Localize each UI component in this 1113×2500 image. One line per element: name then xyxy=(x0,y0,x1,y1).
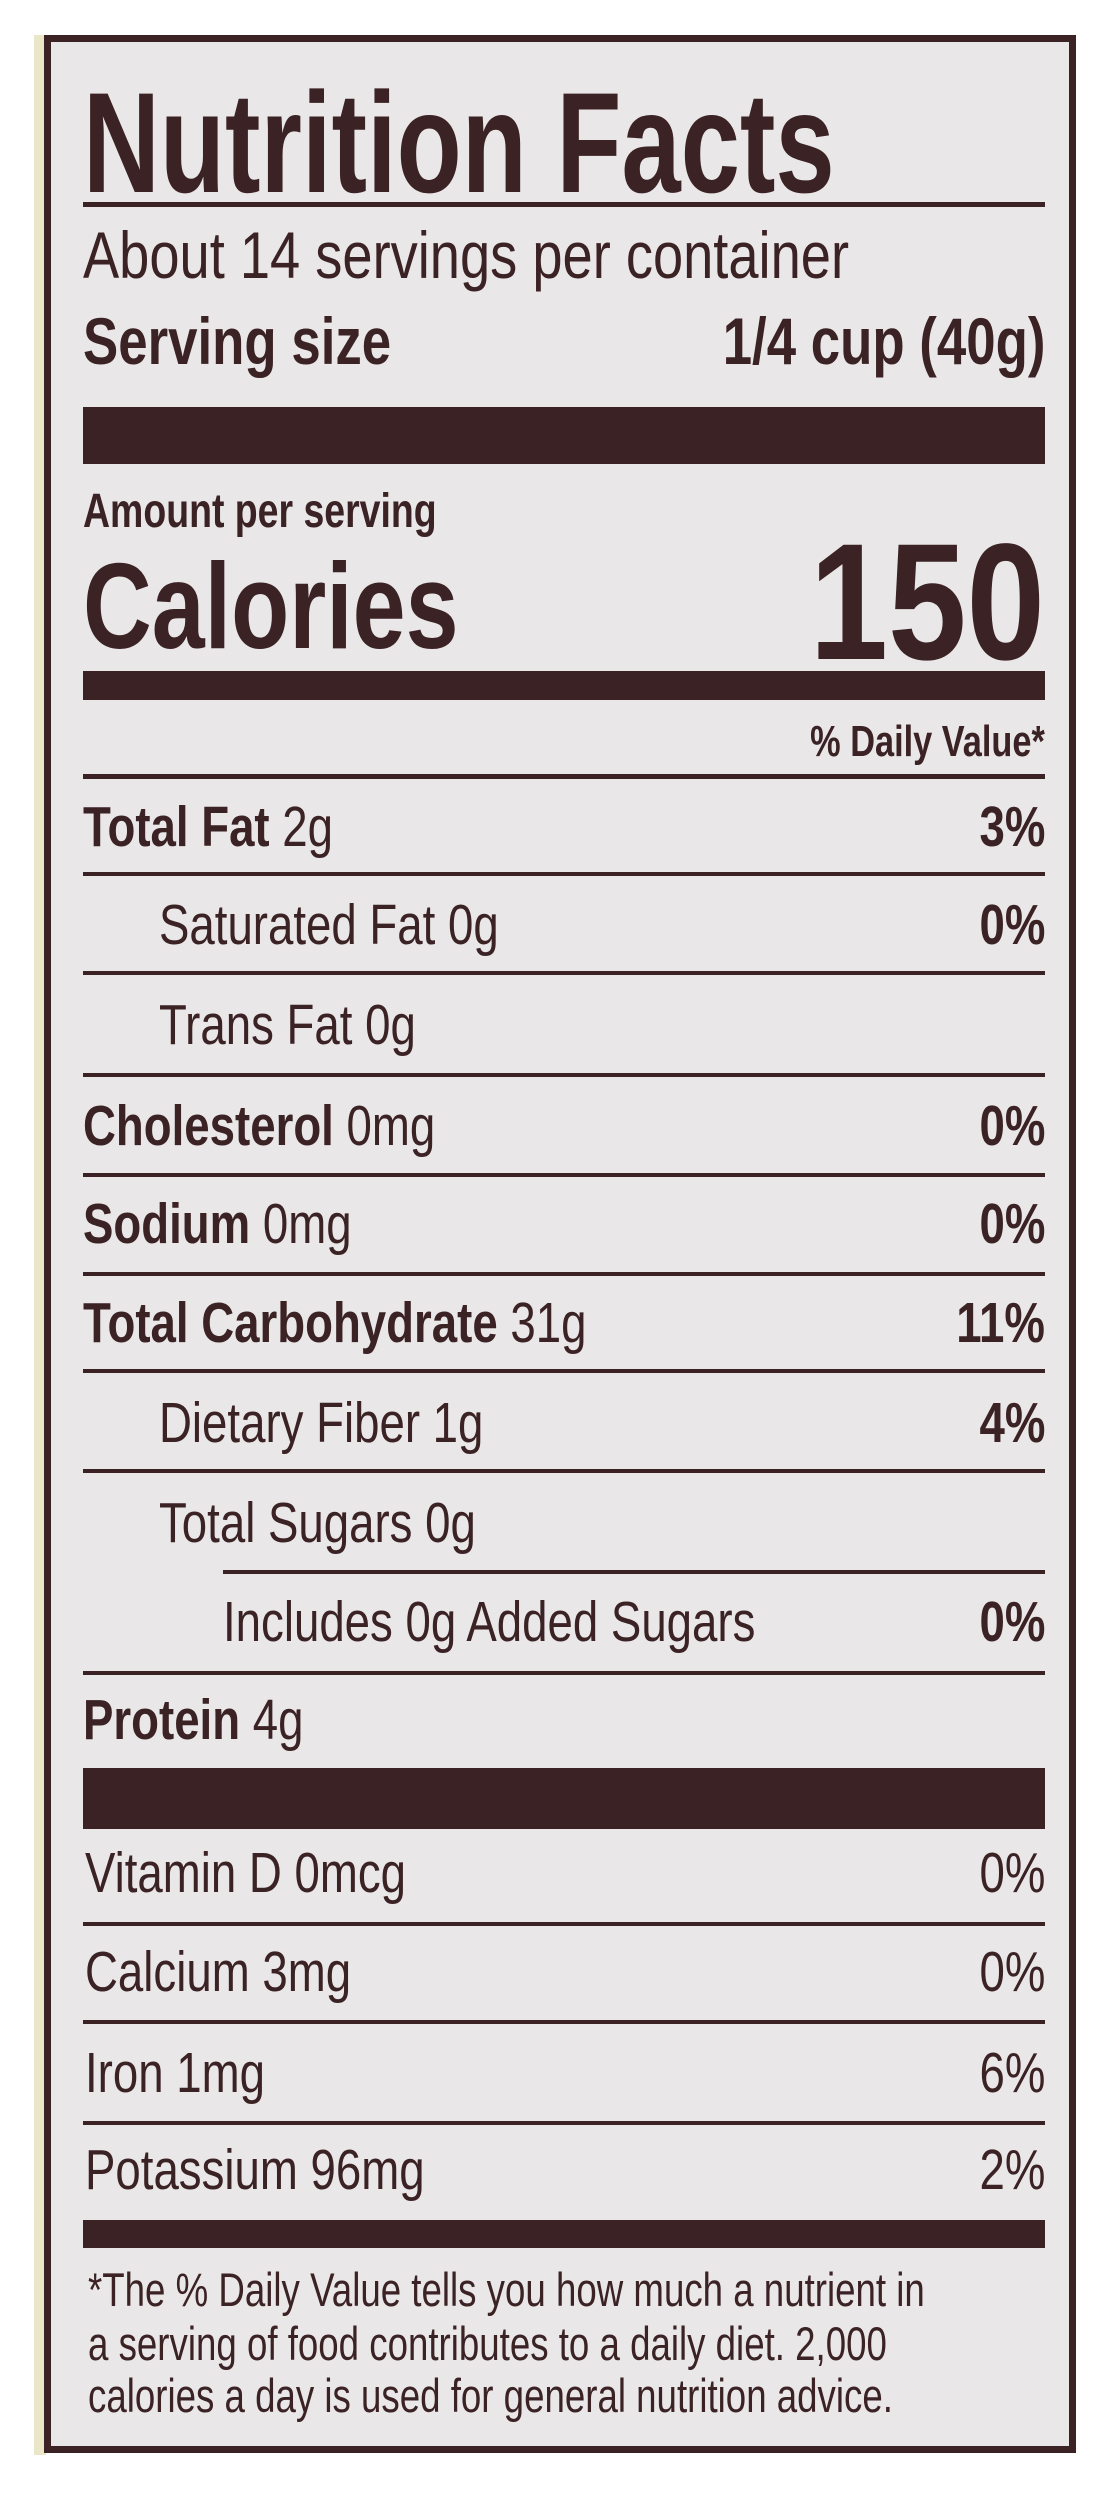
nutrient-row: Sodium 0mg 0% xyxy=(83,1194,1045,1254)
row-divider xyxy=(83,971,1045,975)
nutrient-amount: 0mg xyxy=(262,1192,352,1256)
serving-size-label: Serving size xyxy=(83,304,392,378)
vitamin-daily-value: 6% xyxy=(979,2041,1045,2105)
nutrient-label: Includes 0g Added Sugars xyxy=(223,1594,755,1651)
nutrient-amount: 31g xyxy=(510,1291,587,1355)
nutrient-amount: 0mg xyxy=(346,1094,436,1158)
nutrient-name: Cholesterol xyxy=(83,1094,334,1158)
amount-per-serving: Amount per serving xyxy=(83,485,437,538)
serving-size-value: 1/4 cup (40g) xyxy=(722,304,1045,378)
nutrient-name: Saturated Fat xyxy=(159,893,436,957)
vitamin-row: Iron 1mg 6% xyxy=(83,2043,1045,2103)
panel-title: Nutrition Facts xyxy=(83,64,835,223)
nutrient-daily-value: 0% xyxy=(979,1590,1045,1654)
nutrient-amount: 2g xyxy=(282,795,334,859)
vitamin-name: Potassium 96mg xyxy=(85,2138,425,2202)
nutrient-daily-value: 11% xyxy=(956,1291,1045,1355)
nutrient-amount: 0g xyxy=(425,1491,476,1555)
row-divider xyxy=(83,1369,1045,1373)
row-divider xyxy=(83,1073,1045,1077)
nutrient-daily-value: 0% xyxy=(979,1094,1045,1158)
nutrient-row: Cholesterol 0mg 0% xyxy=(83,1096,1045,1156)
vitamin-daily-value: 0% xyxy=(979,1841,1045,1905)
footnote-line: a serving of food contributes to a daily… xyxy=(88,2317,887,2370)
nutrient-row: Total Carbohydrate 31g 11% xyxy=(83,1293,1045,1353)
row-divider xyxy=(83,1922,1045,1926)
footnote-line: *The % Daily Value tells you how much a … xyxy=(88,2263,925,2316)
nutrient-daily-value: 4% xyxy=(979,1391,1045,1455)
nutrient-row: Includes 0g Added Sugars 0% xyxy=(83,1592,1045,1652)
nutrient-name: Sodium xyxy=(83,1192,251,1256)
nutrient-label: Protein 4g xyxy=(83,1692,303,1749)
nutrient-name: Total Carbohydrate xyxy=(83,1291,498,1355)
vitamin-row: Potassium 96mg 2% xyxy=(83,2140,1045,2200)
nutrient-amount: 0g xyxy=(365,993,416,1057)
nutrient-label: Sodium 0mg xyxy=(83,1196,352,1253)
divider xyxy=(83,202,1045,207)
nutrient-label: Saturated Fat 0g xyxy=(159,897,499,954)
nutrient-row: Total Fat 2g 3% xyxy=(83,797,1045,857)
nutrient-label: Total Sugars 0g xyxy=(159,1495,476,1552)
nutrient-label: Trans Fat 0g xyxy=(159,997,416,1054)
nutrient-name: Protein xyxy=(83,1688,241,1752)
nutrient-row: Total Sugars 0g xyxy=(83,1493,1045,1553)
divider xyxy=(83,774,1045,779)
row-divider xyxy=(223,1570,1045,1574)
nutrient-label: Total Fat 2g xyxy=(83,799,333,856)
nutrient-name: Includes 0g Added Sugars xyxy=(223,1590,756,1654)
row-divider xyxy=(83,2020,1045,2024)
thick-divider xyxy=(83,407,1045,464)
nutrient-amount: 1g xyxy=(432,1391,484,1455)
nutrient-label: Total Carbohydrate 31g xyxy=(83,1295,586,1352)
nutrient-name: Dietary Fiber xyxy=(159,1391,420,1455)
row-divider xyxy=(83,1469,1045,1473)
medium-divider xyxy=(83,671,1045,700)
nutrient-row: Protein 4g xyxy=(83,1690,1045,1750)
package-edge xyxy=(34,35,46,2455)
row-divider xyxy=(83,1173,1045,1177)
footnote-line: calories a day is used for general nutri… xyxy=(88,2369,893,2422)
vitamin-daily-value: 0% xyxy=(979,1940,1045,2004)
vitamin-row: Vitamin D 0mcg 0% xyxy=(83,1843,1045,1903)
row-divider xyxy=(83,872,1045,876)
nutrient-row: Saturated Fat 0g 0% xyxy=(83,895,1045,955)
vitamin-daily-value: 2% xyxy=(979,2138,1045,2202)
daily-value-header: % Daily Value* xyxy=(810,717,1045,766)
nutrient-amount: 4g xyxy=(252,1688,304,1752)
row-divider xyxy=(83,1671,1045,1675)
vitamin-name: Calcium 3mg xyxy=(85,1940,352,2004)
row-divider xyxy=(83,1272,1045,1276)
nutrient-row: Dietary Fiber 1g 4% xyxy=(83,1393,1045,1453)
nutrient-name: Trans Fat xyxy=(159,993,353,1057)
nutrient-amount: 0g xyxy=(447,893,499,957)
nutrient-name: Total Fat xyxy=(83,795,270,859)
nutrient-daily-value: 0% xyxy=(979,1192,1045,1256)
nutrient-row: Trans Fat 0g xyxy=(83,995,1045,1055)
calories-value: 150 xyxy=(809,510,1045,695)
nutrient-daily-value: 3% xyxy=(979,795,1045,859)
nutrient-label: Cholesterol 0mg xyxy=(83,1098,435,1155)
medium-divider xyxy=(83,2220,1045,2248)
nutrient-label: Dietary Fiber 1g xyxy=(159,1395,483,1452)
calories-label: Calories xyxy=(83,538,459,674)
servings-per-container: About 14 servings per container xyxy=(83,218,850,292)
row-divider xyxy=(83,2121,1045,2125)
vitamin-row: Calcium 3mg 0% xyxy=(83,1942,1045,2002)
vitamin-name: Iron 1mg xyxy=(85,2041,265,2105)
nutrient-daily-value: 0% xyxy=(979,893,1045,957)
thick-divider xyxy=(83,1768,1045,1829)
nutrient-name: Total Sugars xyxy=(159,1491,413,1555)
vitamin-name: Vitamin D 0mcg xyxy=(85,1841,407,1905)
